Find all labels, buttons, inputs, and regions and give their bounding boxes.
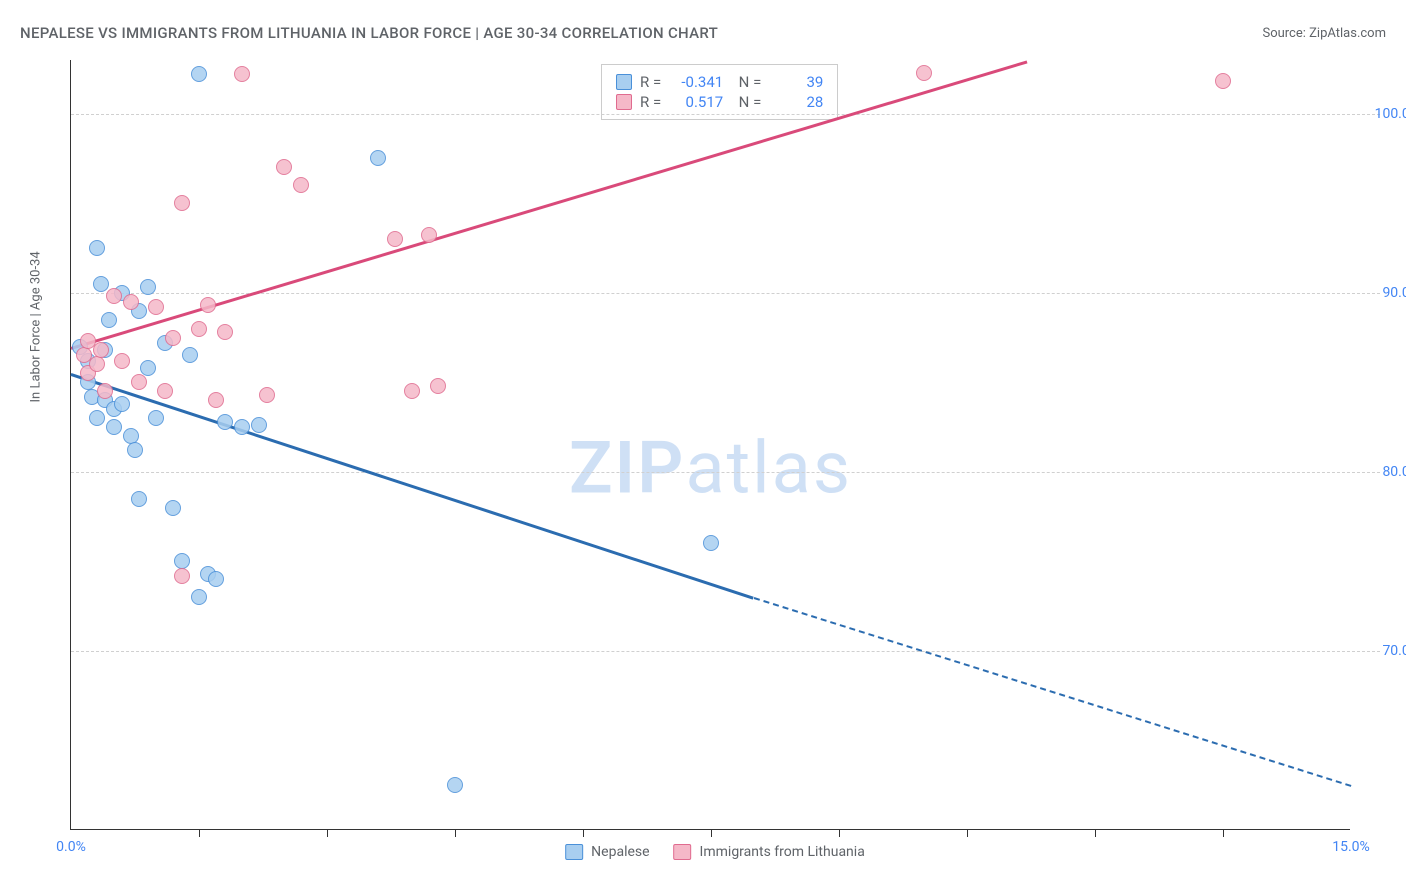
data-point — [123, 294, 139, 310]
data-point — [387, 231, 403, 247]
legend-label-lithuania: Immigrants from Lithuania — [700, 844, 865, 860]
data-point — [140, 279, 156, 295]
x-tick — [199, 829, 200, 837]
chart-container: In Labor Force | Age 30-34 ZIPatlas R = … — [50, 60, 1380, 830]
data-point — [208, 571, 224, 587]
data-point — [131, 374, 147, 390]
y-tick-label: 80.0% — [1382, 464, 1406, 480]
data-point — [234, 419, 250, 435]
x-tick-label: 0.0% — [56, 839, 86, 855]
data-point — [208, 392, 224, 408]
legend-label-nepalese: Nepalese — [591, 844, 649, 860]
data-point — [217, 414, 233, 430]
data-point — [447, 777, 463, 793]
legend-item-nepalese: Nepalese — [565, 844, 649, 860]
gridline — [71, 293, 1380, 294]
data-point — [114, 353, 130, 369]
data-point — [97, 383, 113, 399]
data-point — [106, 419, 122, 435]
gridline — [71, 651, 1380, 652]
data-point — [191, 589, 207, 605]
gridline — [71, 472, 1380, 473]
x-tick — [711, 829, 712, 837]
n-value-nepalese: 39 — [769, 73, 823, 91]
data-point — [93, 276, 109, 292]
swatch-lithuania — [616, 94, 632, 110]
data-point — [148, 410, 164, 426]
data-point — [276, 159, 292, 175]
data-point — [157, 383, 173, 399]
n-value-lithuania: 28 — [769, 93, 823, 111]
data-point — [114, 396, 130, 412]
watermark: ZIPatlas — [569, 425, 852, 510]
plot-area: ZIPatlas R = -0.341 N = 39 R = 0.517 N =… — [70, 60, 1350, 830]
y-tick-label: 100.0% — [1375, 106, 1406, 122]
data-point — [93, 342, 109, 358]
x-tick-label: 15.0% — [1332, 839, 1370, 855]
data-point — [101, 312, 117, 328]
data-point — [174, 195, 190, 211]
data-point — [293, 177, 309, 193]
data-point — [182, 347, 198, 363]
x-tick — [455, 829, 456, 837]
data-point — [174, 568, 190, 584]
y-axis-title: In Labor Force | Age 30-34 — [29, 251, 44, 402]
trend-line — [753, 597, 1351, 787]
bottom-legend: Nepalese Immigrants from Lithuania — [565, 844, 865, 860]
legend-swatch-lithuania — [674, 844, 692, 860]
legend-swatch-nepalese — [565, 844, 583, 860]
x-tick — [839, 829, 840, 837]
data-point — [200, 297, 216, 313]
r-value-nepalese: -0.341 — [669, 73, 723, 91]
stats-row-lithuania: R = 0.517 N = 28 — [616, 93, 823, 111]
x-tick — [1223, 829, 1224, 837]
trend-line — [71, 373, 754, 599]
data-point — [148, 299, 164, 315]
chart-header: NEPALESE VS IMMIGRANTS FROM LITHUANIA IN… — [20, 24, 1386, 42]
data-point — [251, 417, 267, 433]
x-tick — [583, 829, 584, 837]
data-point — [140, 360, 156, 376]
data-point — [703, 535, 719, 551]
y-tick-label: 70.0% — [1382, 643, 1406, 659]
chart-title: NEPALESE VS IMMIGRANTS FROM LITHUANIA IN… — [20, 24, 718, 42]
x-tick — [1095, 829, 1096, 837]
data-point — [404, 383, 420, 399]
swatch-nepalese — [616, 74, 632, 90]
x-tick — [967, 829, 968, 837]
data-point — [131, 491, 147, 507]
stats-row-nepalese: R = -0.341 N = 39 — [616, 73, 823, 91]
data-point — [89, 410, 105, 426]
data-point — [191, 321, 207, 337]
gridline — [71, 114, 1380, 115]
data-point — [127, 442, 143, 458]
data-point — [106, 288, 122, 304]
data-point — [89, 240, 105, 256]
data-point — [259, 387, 275, 403]
data-point — [1215, 73, 1231, 89]
data-point — [191, 66, 207, 82]
data-point — [370, 150, 386, 166]
y-tick-label: 90.0% — [1382, 285, 1406, 301]
data-point — [430, 378, 446, 394]
data-point — [916, 65, 932, 81]
r-value-lithuania: 0.517 — [669, 93, 723, 111]
chart-source: Source: ZipAtlas.com — [1262, 26, 1386, 41]
data-point — [165, 330, 181, 346]
x-tick — [327, 829, 328, 837]
data-point — [217, 324, 233, 340]
stats-legend-box: R = -0.341 N = 39 R = 0.517 N = 28 — [601, 64, 838, 120]
data-point — [421, 227, 437, 243]
legend-item-lithuania: Immigrants from Lithuania — [674, 844, 865, 860]
data-point — [89, 356, 105, 372]
data-point — [234, 66, 250, 82]
data-point — [165, 500, 181, 516]
